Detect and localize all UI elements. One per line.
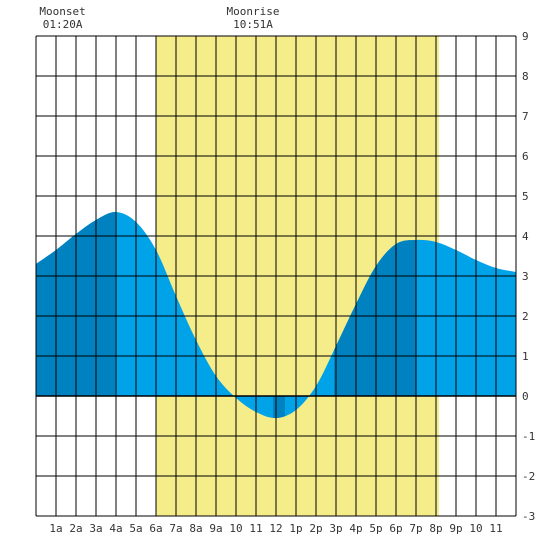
y-tick-label: -3 [522, 510, 535, 523]
y-tick-label: 9 [522, 30, 529, 43]
y-tick-label: 7 [522, 110, 529, 123]
x-tick-label: 1a [49, 522, 62, 535]
x-tick-label: 2a [69, 522, 82, 535]
event-name-label: Moonrise [227, 5, 280, 18]
x-tick-label: 11 [249, 522, 262, 535]
y-tick-label: 8 [522, 70, 529, 83]
x-tick-label: 9p [449, 522, 462, 535]
tide-area-dark-evening [334, 240, 416, 396]
x-tick-label: 7p [409, 522, 422, 535]
x-tick-label: 7a [169, 522, 182, 535]
x-tick-label: 3a [89, 522, 102, 535]
grid-layer [35, 35, 517, 517]
x-tick-label: 3p [329, 522, 342, 535]
y-tick-label: 3 [522, 270, 529, 283]
y-tick-label: 0 [522, 390, 529, 403]
y-tick-label: 5 [522, 190, 529, 203]
x-tick-label: 1p [289, 522, 302, 535]
x-tick-label: 6a [149, 522, 162, 535]
y-tick-label: 6 [522, 150, 529, 163]
x-tick-label: 8p [429, 522, 442, 535]
x-tick-label: 11 [489, 522, 502, 535]
event-name-label: Moonset [39, 5, 85, 18]
x-tick-label: 4a [109, 522, 122, 535]
y-tick-label: -1 [522, 430, 535, 443]
event-time-label: 01:20A [43, 18, 83, 31]
x-tick-label: 12 [269, 522, 282, 535]
x-tick-label: 8a [189, 522, 202, 535]
x-tick-label: 10 [469, 522, 482, 535]
y-tick-label: -2 [522, 470, 535, 483]
x-tick-label: 5p [369, 522, 382, 535]
x-tick-label: 10 [229, 522, 242, 535]
y-tick-label: 1 [522, 350, 529, 363]
label-layer: 1a 2a 3a 4a 5a 6a 7a 8a 9a 10 11 12 1p 2p 3p 4p 5p 6p 7p 8p… [39, 5, 535, 535]
y-tick-label: 4 [522, 230, 529, 243]
x-tick-label: 9a [209, 522, 222, 535]
x-tick-label: 6p [389, 522, 402, 535]
event-time-label: 10:51A [233, 18, 273, 31]
x-tick-label: 4p [349, 522, 362, 535]
x-tick-label: 5a [129, 522, 142, 535]
x-tick-label: 2p [309, 522, 322, 535]
y-tick-label: 2 [522, 310, 529, 323]
